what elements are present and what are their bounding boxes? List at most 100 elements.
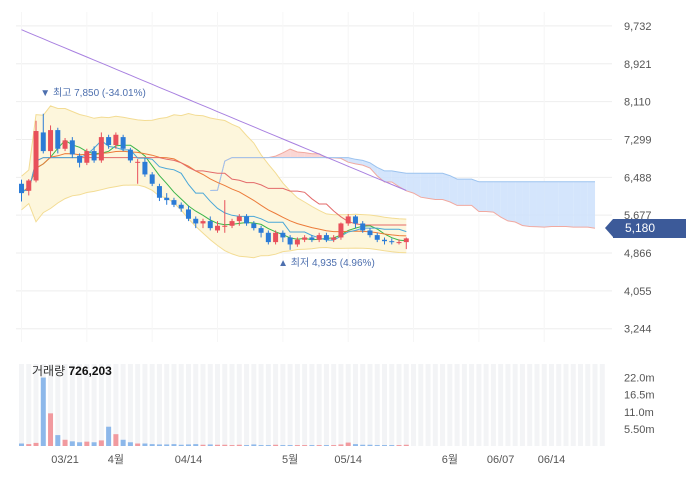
cloud-segment (566, 181, 574, 228)
cloud-segment (573, 181, 581, 228)
candle-body (367, 230, 373, 236)
candle-body (127, 149, 133, 161)
volume-slot (200, 364, 206, 446)
cloud-segment (529, 181, 537, 227)
volume-slot (244, 364, 250, 446)
volume-slot (505, 364, 511, 446)
candle-body (382, 239, 387, 242)
current-price-value: 5,180 (625, 221, 656, 235)
cloud-segment (413, 173, 421, 198)
candle-body (19, 183, 24, 194)
x-tick-label: 05/14 (334, 454, 362, 466)
candle-body (229, 221, 235, 226)
volume-slot (215, 364, 221, 446)
candle-body (265, 232, 271, 243)
cloud-segment (522, 181, 530, 227)
x-tick-label: 04/14 (175, 454, 203, 466)
volume-bar (287, 445, 293, 446)
volume-bar (33, 442, 39, 446)
volume-bar (258, 445, 264, 446)
volume-slot (454, 364, 460, 446)
y-tick-label: 4,055 (624, 286, 652, 298)
volume-bar (48, 413, 54, 446)
volume-slot (541, 364, 547, 446)
volume-bar (98, 440, 104, 446)
volume-bar (331, 445, 337, 446)
candle-body (251, 223, 257, 229)
x-tick-label: 4월 (108, 453, 124, 466)
volume-slot (498, 364, 504, 446)
x-tick-label: 06/07 (487, 454, 515, 466)
volume-bar (215, 444, 221, 446)
volume-bar (120, 439, 126, 446)
volume-label-text: 거래량 (32, 364, 66, 378)
volume-slot (55, 364, 61, 446)
volume-slot (578, 364, 584, 446)
volume-slot (135, 364, 141, 446)
cloud-segment (507, 181, 516, 223)
volume-slot (585, 364, 591, 446)
volume-bar (91, 442, 97, 446)
volume-slot (62, 364, 68, 446)
volume-bar (77, 442, 83, 446)
y-tick-label: 6,488 (624, 172, 652, 184)
volume-slot (171, 364, 177, 446)
cloud-segment (282, 149, 291, 158)
volume-bar (345, 442, 351, 446)
volume-slot (294, 364, 300, 446)
candle-body (120, 137, 126, 149)
volume-bar (26, 444, 32, 446)
volume-bar (222, 444, 228, 446)
volume-bar (265, 445, 271, 446)
volume-bar (280, 445, 286, 446)
cloud-segment (580, 181, 588, 228)
volume-bar (62, 439, 68, 446)
cloud-segment (544, 181, 552, 228)
volume-slot (127, 364, 133, 446)
bollinger-lower (21, 184, 407, 259)
candle-body (77, 155, 83, 163)
volume-slot (476, 364, 482, 446)
cloud-segment (406, 173, 414, 194)
volume-slot (33, 364, 39, 446)
volume-slot (527, 364, 533, 446)
volume-bar (55, 435, 61, 446)
volume-bar (178, 444, 184, 446)
volume-slot (142, 364, 148, 446)
volume-bar (360, 444, 366, 446)
volume-slot (338, 364, 344, 446)
current-price-badge: 5,180 (605, 219, 686, 238)
volume-slot (512, 364, 518, 446)
candle-body (222, 225, 228, 227)
cloud-segment (290, 149, 298, 158)
candle-body (33, 131, 39, 181)
high-annotation: ▼ 최고 7,850 (-34.01%) (40, 87, 146, 99)
volume-slot (447, 364, 453, 446)
volume-slot (432, 364, 438, 446)
volume-slot (113, 364, 119, 446)
volume-bar (251, 444, 257, 446)
volume-slot (519, 364, 525, 446)
volume-slot (396, 364, 402, 446)
cloud-segment (500, 181, 508, 221)
candle-body (273, 232, 279, 243)
volume-bar (149, 444, 155, 446)
volume-slot (280, 364, 286, 446)
volume-slot (548, 364, 554, 446)
cloud-segment (435, 173, 443, 200)
candle-body (142, 161, 148, 175)
y-tick-label: 8,110 (624, 97, 651, 109)
volume-slot (48, 364, 54, 446)
volume-slot (185, 364, 191, 446)
volume-slot (149, 364, 155, 446)
cloud-segment (587, 181, 596, 229)
volume-slot (592, 364, 598, 446)
volume-slot (19, 364, 24, 446)
y-tick-label: 9,732 (624, 21, 652, 33)
volume-slot (156, 364, 162, 446)
volume-slot (563, 364, 569, 446)
volume-slot (556, 364, 562, 446)
volume-slot (367, 364, 373, 446)
volume-slot (345, 364, 351, 446)
